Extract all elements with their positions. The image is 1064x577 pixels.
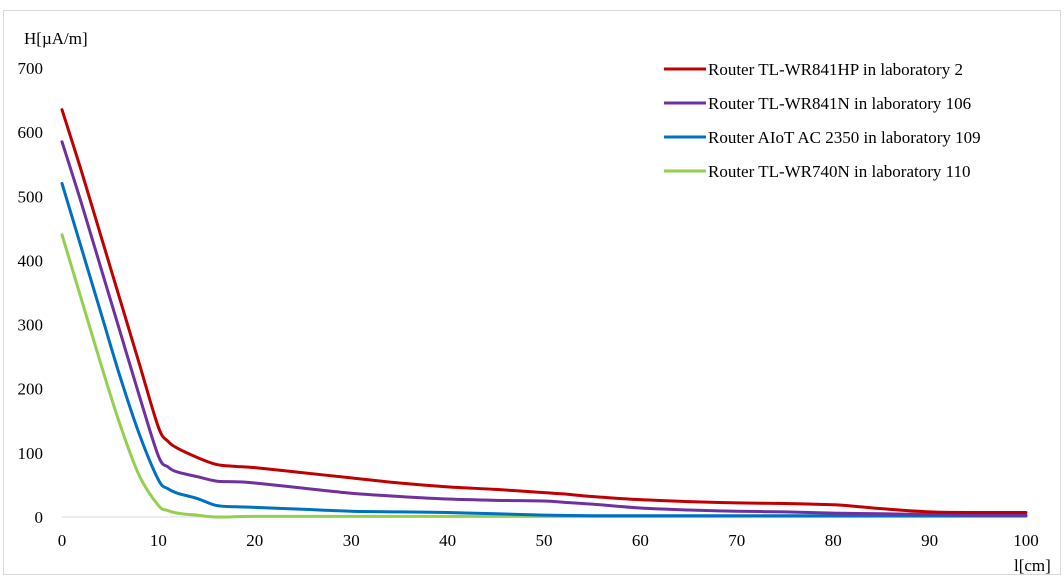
series-line: [60, 233, 1028, 519]
chart-frame: [3, 10, 1061, 575]
series-line: [60, 181, 1028, 518]
y-tick-label: 500: [18, 187, 44, 206]
x-tick-label: 100: [1013, 531, 1039, 550]
series-lines: [60, 108, 1028, 519]
x-tick-label: 70: [728, 531, 745, 550]
x-tick-label: 40: [439, 531, 456, 550]
x-tick-label: 60: [632, 531, 649, 550]
legend-label: Router TL-WR841HP in laboratory 2: [708, 60, 963, 79]
y-axis-title: H[µA/m]: [24, 29, 88, 48]
y-tick-label: 400: [18, 251, 44, 270]
y-tick-label: 0: [35, 508, 44, 527]
y-tick-label: 200: [18, 380, 44, 399]
x-tick-label: 50: [536, 531, 553, 550]
legend-label: Router AIoT AC 2350 in laboratory 109: [708, 128, 981, 147]
y-axis: 0 100 200 300 400 500 600 700: [18, 59, 44, 527]
x-tick-label: 10: [150, 531, 167, 550]
x-axis: 0 10 20 30 40 50 60 70 80 90 100: [58, 516, 1039, 550]
x-tick-label: 80: [825, 531, 842, 550]
y-tick-label: 700: [18, 59, 44, 78]
legend: Router TL-WR841HP in laboratory 2 Router …: [664, 60, 981, 181]
legend-label: Router TL-WR841N in laboratory 106: [708, 94, 971, 113]
x-tick-label: 20: [246, 531, 263, 550]
x-tick-label: 0: [58, 531, 67, 550]
x-tick-label: 90: [921, 531, 938, 550]
y-tick-label: 600: [18, 123, 44, 142]
legend-label: Router TL-WR740N in laboratory 110: [708, 162, 971, 181]
x-axis-title: l[cm]: [1014, 556, 1051, 575]
series-line: [60, 108, 1028, 515]
y-tick-label: 300: [18, 316, 44, 335]
x-tick-label: 30: [343, 531, 360, 550]
y-tick-label: 100: [18, 444, 44, 463]
series-line: [60, 140, 1028, 517]
